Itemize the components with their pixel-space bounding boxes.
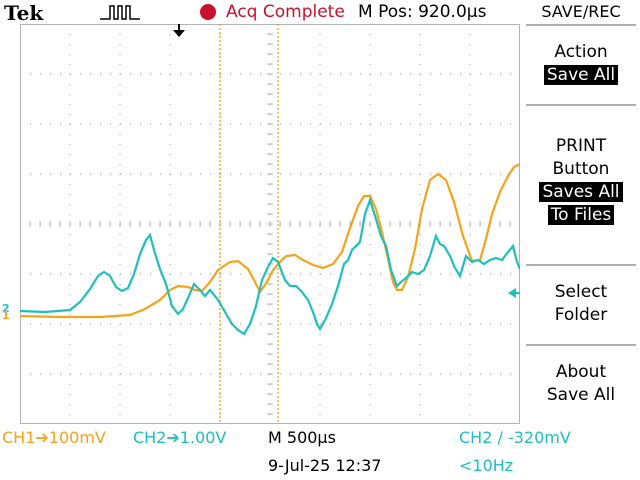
acquisition-status: Acq Complete xyxy=(226,2,345,22)
frequency-readout: <10Hz xyxy=(459,456,514,475)
about-save-all-button[interactable]: About Save All xyxy=(522,361,640,407)
print-label-line2: Button xyxy=(552,159,610,179)
side-menu: SAVE/REC Action Save All PRINT Button Sa… xyxy=(522,0,640,424)
brand-logo: Tek xyxy=(4,1,44,25)
ch2-scale-readout: CH2➔1.00V xyxy=(133,428,227,447)
top-status-bar: Tek Acq Complete M Pos: 920.0µs xyxy=(0,0,522,25)
ch1-ground-marker: 1 xyxy=(2,309,10,322)
menu-divider xyxy=(526,344,636,346)
action-menu-button[interactable]: Action Save All xyxy=(522,41,640,87)
timebase-readout: M 500µs xyxy=(268,428,336,447)
ch2-ground-marker: 2 xyxy=(2,302,10,315)
action-label: Action xyxy=(554,42,608,62)
about-label-line1: About xyxy=(555,362,607,382)
date-time-readout: 9-Jul-25 12:37 xyxy=(268,456,382,475)
print-value-line1: Saves All xyxy=(539,182,623,202)
waveform-display xyxy=(20,24,520,424)
trigger-readout: CH2 ∕ -320mV xyxy=(459,428,571,447)
bottom-status-bar: CH1➔100mV CH2➔1.00V M 500µs CH2 ∕ -320mV… xyxy=(0,424,640,480)
print-button-menu-button[interactable]: PRINT Button Saves All To Files xyxy=(522,135,640,227)
graticule xyxy=(20,24,520,424)
ch2-trigger-level-tick xyxy=(515,292,520,294)
trigger-position-marker xyxy=(173,30,185,37)
trigger-position-stem xyxy=(178,24,180,32)
about-label-line2: Save All xyxy=(546,385,616,405)
print-label-line1: PRINT xyxy=(555,136,607,156)
horizontal-position-readout: M Pos: 920.0µs xyxy=(358,2,487,22)
print-value-line2: To Files xyxy=(547,205,615,225)
menu-divider xyxy=(526,104,636,106)
select-folder-button[interactable]: Select Folder xyxy=(522,281,640,327)
ch1-waveform xyxy=(20,163,520,319)
trigger-pulse-icon xyxy=(100,5,140,20)
menu-title: SAVE/REC xyxy=(541,2,621,21)
select-label-line2: Folder xyxy=(554,305,608,325)
acquisition-status-icon xyxy=(200,4,216,20)
menu-divider xyxy=(526,24,636,26)
action-value: Save All xyxy=(543,65,619,85)
ch2-waveform xyxy=(20,196,520,336)
select-label-line1: Select xyxy=(554,282,608,302)
menu-divider xyxy=(526,264,636,266)
ch2-trigger-level-marker xyxy=(508,288,516,298)
ch1-scale-readout: CH1➔100mV xyxy=(2,428,106,447)
